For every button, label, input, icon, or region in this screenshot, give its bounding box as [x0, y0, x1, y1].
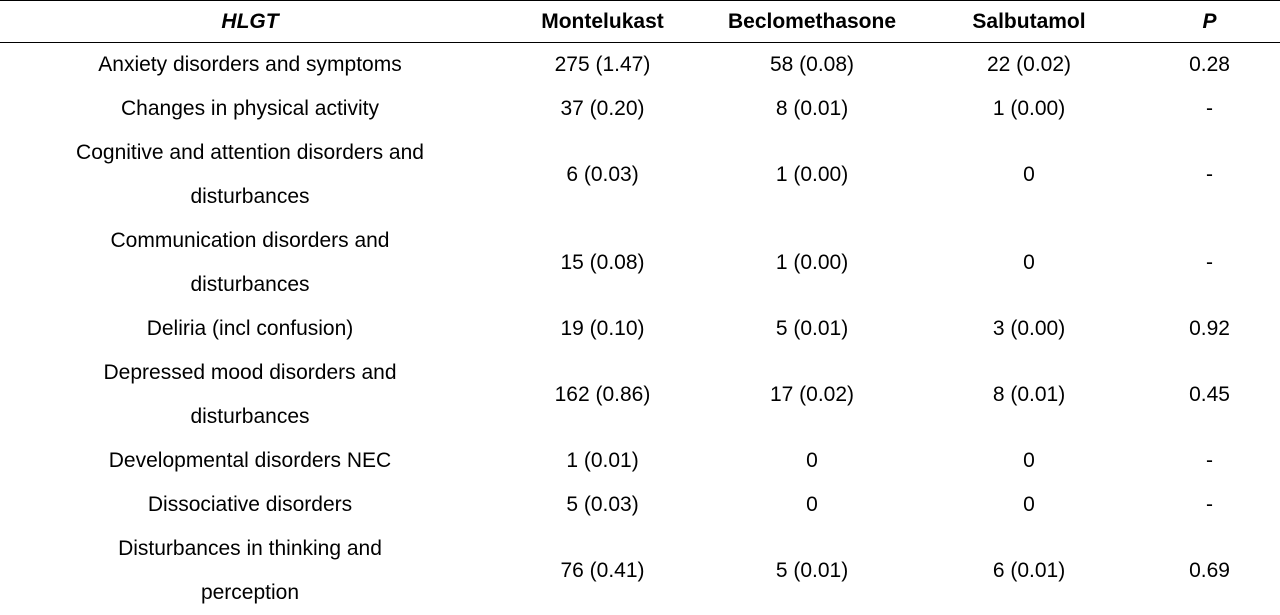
cell-hlgt: Changes in physical activity [0, 87, 500, 131]
header-p: P [1139, 0, 1280, 43]
header-beclomethasone: Beclomethasone [705, 0, 919, 43]
table-row: Changes in physical activity 37 (0.20) 8… [0, 87, 1280, 131]
header-hlgt: HLGT [0, 0, 500, 43]
cell-montelukast: 275 (1.47) [554, 52, 651, 76]
table-row: Dissociative disorders 5 (0.03) 0 0 - [0, 483, 1280, 527]
header-salbutamol: Salbutamol [919, 0, 1139, 43]
cell-p: - [1206, 162, 1213, 186]
cell-beclomethasone: 5 (0.01) [775, 558, 849, 582]
cell-salbutamol: 22 (0.02) [986, 52, 1072, 76]
cell-p: 0.45 [1189, 382, 1230, 406]
hlgt-label: Changes in physical activity [121, 96, 379, 120]
cell-p: - [1206, 448, 1213, 472]
table-row: Cognitive and attention disorders and di… [0, 131, 1280, 219]
cell-salbutamol: 6 (0.01) [992, 558, 1066, 582]
cell-p: 0.28 [1189, 52, 1230, 76]
hlgt-label: Depressed mood disorders and disturbance… [103, 360, 397, 428]
hlgt-label: Cognitive and attention disorders and di… [76, 140, 424, 208]
cell-p: - [1206, 96, 1213, 120]
table-row: Communication disorders and disturbances… [0, 219, 1280, 307]
header-montelukast: Montelukast [500, 0, 705, 43]
hlgt-label: Deliria (incl confusion) [146, 316, 354, 340]
hlgt-label: Communication disorders and disturbances [110, 228, 390, 296]
cell-beclomethasone: 1 (0.00) [775, 250, 849, 274]
cell-montelukast: 37 (0.20) [560, 96, 645, 120]
cell-beclomethasone: 0 [806, 492, 818, 516]
hlgt-label: Disturbances in thinking and perception [118, 536, 382, 604]
cell-beclomethasone: 8 (0.01) [775, 96, 849, 120]
cell-hlgt: Dissociative disorders [0, 483, 500, 527]
cell-beclomethasone: 17 (0.02) [769, 382, 855, 406]
cell-hlgt: Disturbances in thinking and perception [0, 527, 500, 615]
cell-beclomethasone: 5 (0.01) [775, 316, 849, 340]
cell-p: 0.92 [1189, 316, 1230, 340]
cell-montelukast: 5 (0.03) [566, 492, 639, 516]
cell-beclomethasone: 58 (0.08) [769, 52, 855, 76]
table-row: Developmental disorders NEC 1 (0.01) 0 0… [0, 439, 1280, 483]
cell-salbutamol: 1 (0.00) [992, 96, 1066, 120]
table-header: HLGT Montelukast Beclomethasone Salbutam… [0, 0, 1280, 43]
hlgt-label: Developmental disorders NEC [108, 448, 392, 472]
table-row: Anxiety disorders and symptoms 275 (1.47… [0, 43, 1280, 87]
cell-salbutamol: 3 (0.00) [992, 316, 1066, 340]
cell-beclomethasone: 0 [806, 448, 818, 472]
cell-montelukast: 6 (0.03) [566, 162, 639, 186]
cell-salbutamol: 8 (0.01) [992, 382, 1066, 406]
table-row: Deliria (incl confusion) 19 (0.10) 5 (0.… [0, 307, 1280, 351]
hlgt-label: Dissociative disorders [147, 492, 353, 516]
cell-salbutamol: 0 [1023, 162, 1035, 186]
cell-salbutamol: 0 [1023, 492, 1035, 516]
cell-montelukast: 76 (0.41) [560, 558, 645, 582]
cell-montelukast: 162 (0.86) [554, 382, 651, 406]
cell-salbutamol: 0 [1023, 250, 1035, 274]
table-row: Depressed mood disorders and disturbance… [0, 351, 1280, 439]
cell-hlgt: Anxiety disorders and symptoms [0, 43, 500, 87]
cell-p: - [1206, 492, 1213, 516]
cell-salbutamol: 0 [1023, 448, 1035, 472]
cell-p: - [1206, 250, 1213, 274]
cell-hlgt: Communication disorders and disturbances [0, 219, 500, 307]
cell-montelukast: 19 (0.10) [560, 316, 645, 340]
cell-hlgt: Developmental disorders NEC [0, 439, 500, 483]
cell-hlgt: Deliria (incl confusion) [0, 307, 500, 351]
cell-montelukast: 15 (0.08) [560, 250, 645, 274]
cell-montelukast: 1 (0.01) [566, 448, 639, 472]
hlgt-label: Anxiety disorders and symptoms [98, 52, 402, 76]
header-row: HLGT Montelukast Beclomethasone Salbutam… [0, 0, 1280, 43]
cell-beclomethasone: 1 (0.00) [775, 162, 849, 186]
cell-p: 0.69 [1189, 558, 1230, 582]
cell-hlgt: Cognitive and attention disorders and di… [0, 131, 500, 219]
table-row: Disturbances in thinking and perception … [0, 527, 1280, 615]
cell-hlgt: Depressed mood disorders and disturbance… [0, 351, 500, 439]
table-body: Anxiety disorders and symptoms 275 (1.47… [0, 43, 1280, 615]
